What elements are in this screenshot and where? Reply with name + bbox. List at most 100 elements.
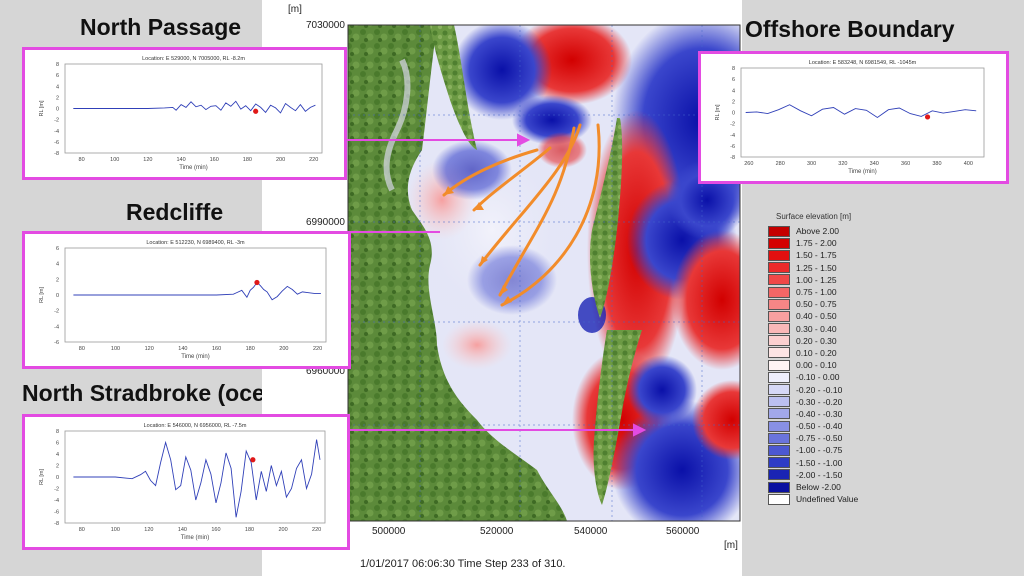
x-axis-label: Time (min)	[181, 535, 209, 541]
time-step-footer: 1/01/2017 06:06:30 Time Step 233 of 310.	[360, 558, 566, 570]
surface-elevation-map	[347, 24, 741, 522]
legend-label: Undefined Value	[796, 494, 859, 505]
legend-item: 1.50 - 1.75	[768, 249, 908, 261]
x-tick-label: 160	[210, 157, 219, 163]
y-tick-label: -4	[730, 133, 735, 139]
x-tick-label: 120	[143, 157, 152, 163]
y-tick-label: -2	[730, 122, 735, 128]
y-tick-label: -6	[54, 340, 59, 346]
legend-item: 0.00 - 0.10	[768, 359, 908, 371]
x-tick-label: 320	[838, 161, 847, 167]
legend-swatch	[768, 249, 790, 261]
map-frame: [m] [m] 7030000 6990000 6960000 500000 5…	[262, 0, 742, 576]
map-y-tick-2: 6990000	[306, 217, 345, 228]
x-axis-label: Time (min)	[181, 354, 209, 360]
map-y-tick-3: 6960000	[306, 366, 345, 377]
x-tick-label: 180	[245, 527, 254, 533]
x-tick-label: 220	[309, 157, 318, 163]
legend-swatch	[768, 432, 790, 444]
legend-label: 1.50 - 1.75	[796, 250, 837, 261]
y-tick-label: 6	[56, 73, 59, 79]
y-axis-label: RL [m]	[39, 100, 45, 116]
legend-label: Above 2.00	[796, 226, 840, 237]
legend-label: -1.00 - -0.75	[796, 445, 843, 456]
map-unit-top: [m]	[288, 4, 302, 15]
x-tick-label: 140	[176, 157, 185, 163]
y-tick-label: -4	[54, 498, 59, 504]
y-tick-label: 0	[56, 107, 59, 113]
panel-north-passage: Location: E 529000, N 7005000, RL -8.2m 8…	[22, 47, 347, 180]
legend-label: 0.30 - 0.40	[796, 323, 837, 334]
legend-item: -0.10 - 0.00	[768, 371, 908, 383]
panel-redcliffe: Location: E 512230, N 6989400, RL -3m 80 1…	[22, 231, 351, 369]
legend-item: -0.75 - -0.50	[768, 432, 908, 444]
legend-item: Below -2.00	[768, 481, 908, 493]
legend-item: 0.10 - 0.20	[768, 347, 908, 359]
legend-swatch	[768, 396, 790, 408]
chart-offshore-boundary: Location: E 583248, N 6981549, RL -1045m…	[715, 60, 985, 175]
legend-item: 0.20 - 0.30	[768, 335, 908, 347]
legend-label: Below -2.00	[796, 482, 841, 493]
legend-swatch	[768, 274, 790, 286]
x-tick-label: 380	[932, 161, 941, 167]
y-tick-label: -2	[54, 118, 59, 124]
legend-swatch	[768, 371, 790, 383]
legend-item: 1.00 - 1.25	[768, 274, 908, 286]
legend-swatch	[768, 481, 790, 493]
legend-swatch	[768, 237, 790, 249]
x-tick-label: 220	[312, 527, 321, 533]
current-time-marker	[250, 457, 256, 463]
y-axis-label: RL [m]	[39, 469, 45, 485]
y-tick-label: -6	[54, 140, 59, 146]
legend-label: 0.40 - 0.50	[796, 311, 837, 322]
legend-label: 1.00 - 1.25	[796, 274, 837, 285]
y-tick-label: -8	[54, 151, 59, 157]
map-y-tick-1: 7030000	[306, 20, 345, 31]
legend-item: 0.40 - 0.50	[768, 310, 908, 322]
series-line	[73, 281, 321, 301]
legend-swatch	[768, 457, 790, 469]
y-tick-label: -4	[54, 129, 59, 135]
legend-label: 0.10 - 0.20	[796, 347, 837, 358]
legend-item: -1.00 - -0.75	[768, 444, 908, 456]
chart-title: Location: E 529000, N 7005000, RL -8.2m	[142, 56, 245, 62]
y-tick-label: -2	[54, 309, 59, 315]
series-line	[745, 104, 977, 119]
y-tick-label: -6	[54, 510, 59, 516]
legend-label: 0.50 - 0.75	[796, 299, 837, 310]
y-tick-label: 2	[56, 464, 59, 470]
legend-swatch	[768, 286, 790, 298]
x-tick-label: 260	[744, 161, 753, 167]
x-tick-label: 300	[807, 161, 816, 167]
x-tick-label: 140	[178, 346, 187, 352]
legend-label: -2.00 - -1.50	[796, 469, 843, 480]
x-tick-label: 100	[110, 157, 119, 163]
y-tick-label: 0	[56, 293, 59, 299]
chart-north-stradbroke: Location: E 546000, N 6956000, RL -7.5m 8…	[39, 423, 326, 541]
map-unit-right: [m]	[724, 540, 738, 551]
x-axis-label: Time (min)	[179, 165, 207, 171]
legend-item: 0.30 - 0.40	[768, 323, 908, 335]
y-tick-label: 8	[732, 66, 735, 72]
legend-label: 1.75 - 2.00	[796, 238, 837, 249]
legend-swatch	[768, 384, 790, 396]
x-tick-label: 200	[276, 157, 285, 163]
map-x-tick-2: 520000	[480, 526, 514, 537]
legend-label: -0.50 - -0.40	[796, 421, 843, 432]
legend-label: -0.30 - -0.20	[796, 396, 843, 407]
y-axis-label: RL [m]	[715, 104, 721, 120]
legend-label: 0.00 - 0.10	[796, 360, 837, 371]
series-line	[73, 100, 316, 114]
x-tick-label: 120	[145, 346, 154, 352]
legend-swatch	[768, 323, 790, 335]
legend-swatch	[768, 408, 790, 420]
legend-label: -0.20 - -0.10	[796, 384, 843, 395]
x-tick-label: 200	[279, 346, 288, 352]
x-tick-label: 180	[243, 157, 252, 163]
x-tick-label: 100	[111, 346, 120, 352]
map-x-tick-1: 500000	[372, 526, 406, 537]
x-tick-label: 80	[79, 157, 85, 163]
y-tick-label: 4	[56, 452, 59, 458]
legend-swatch	[768, 347, 790, 359]
legend-item: 0.75 - 1.00	[768, 286, 908, 298]
